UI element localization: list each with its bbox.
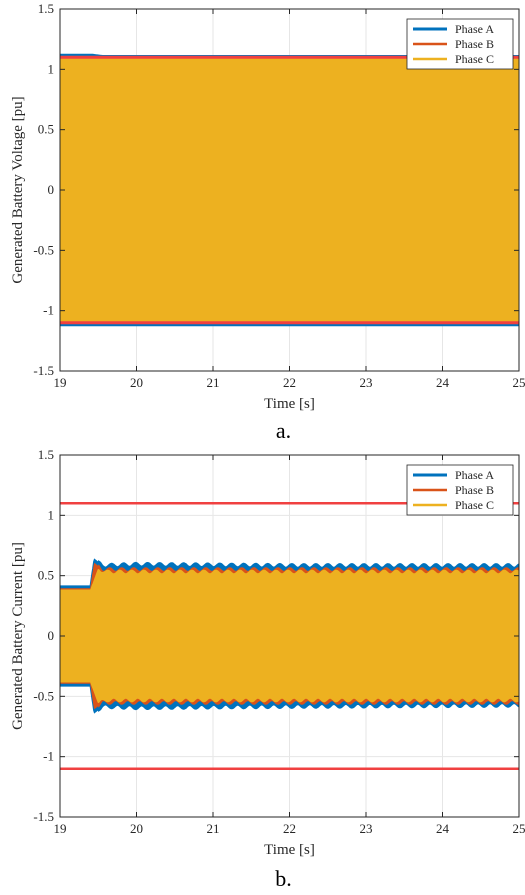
x-tick-label: 24 — [436, 375, 450, 390]
x-axis-label: Time [s] — [264, 842, 315, 858]
x-tick-label: 20 — [130, 821, 143, 836]
figure-caption: b. — [275, 866, 292, 891]
x-tick-label: 22 — [283, 375, 296, 390]
legend-label: Phase C — [455, 52, 494, 66]
x-tick-label: 23 — [360, 375, 373, 390]
x-tick-label: 20 — [130, 375, 143, 390]
y-tick-label: 0.5 — [38, 568, 54, 583]
y-tick-label: 1 — [48, 61, 55, 76]
legend-label: Phase B — [455, 37, 494, 51]
chart-panel-1: 19 20 21 22 23 24 25 1.5 1 0.5 0 -0.5 -1 -1.5 Time [s]… — [10, 1, 525, 443]
y-tick-label: -0.5 — [33, 242, 54, 257]
y-tick-label: -1.5 — [33, 809, 54, 824]
series-phase-c — [60, 568, 519, 704]
legend-label: Phase B — [455, 483, 494, 497]
x-axis-label: Time [s] — [264, 396, 315, 412]
legend-label: Phase A — [455, 468, 494, 482]
legend-label: Phase C — [455, 498, 494, 512]
y-axis-label: Generated Battery Current [pu] — [10, 542, 26, 730]
x-tick-label: 24 — [436, 821, 450, 836]
y-tick-label: 0.5 — [38, 122, 54, 137]
x-tick-label: 22 — [283, 821, 296, 836]
series-group — [60, 558, 519, 714]
y-axis-label: Generated Battery Voltage [pu] — [10, 96, 26, 283]
x-tick-label: 21 — [207, 375, 220, 390]
y-tick-label: 1.5 — [38, 447, 54, 462]
figure-caption: a. — [276, 418, 291, 443]
chart-panel-2: 19 20 21 22 23 24 25 1.5 1 0.5 0 -0.5 -1 -1.5 Time [s]… — [10, 447, 525, 891]
series-group — [60, 53, 519, 327]
x-tick-label: 19 — [54, 375, 67, 390]
y-tick-label: -1.5 — [33, 363, 54, 378]
y-tick-label: 0 — [48, 628, 55, 643]
x-tick-label: 23 — [360, 821, 373, 836]
x-tick-label: 25 — [513, 375, 525, 390]
y-tick-label: 0 — [48, 182, 55, 197]
y-tick-label: 1 — [48, 507, 55, 522]
x-tick-label: 21 — [207, 821, 220, 836]
series-phase-c — [60, 57, 519, 323]
legend-label: Phase A — [455, 22, 494, 36]
y-tick-label: -1 — [43, 303, 54, 318]
y-tick-label: -1 — [43, 749, 54, 764]
x-tick-label: 25 — [513, 821, 525, 836]
y-tick-label: -0.5 — [33, 688, 54, 703]
x-tick-label: 19 — [54, 821, 67, 836]
y-tick-label: 1.5 — [38, 1, 54, 16]
